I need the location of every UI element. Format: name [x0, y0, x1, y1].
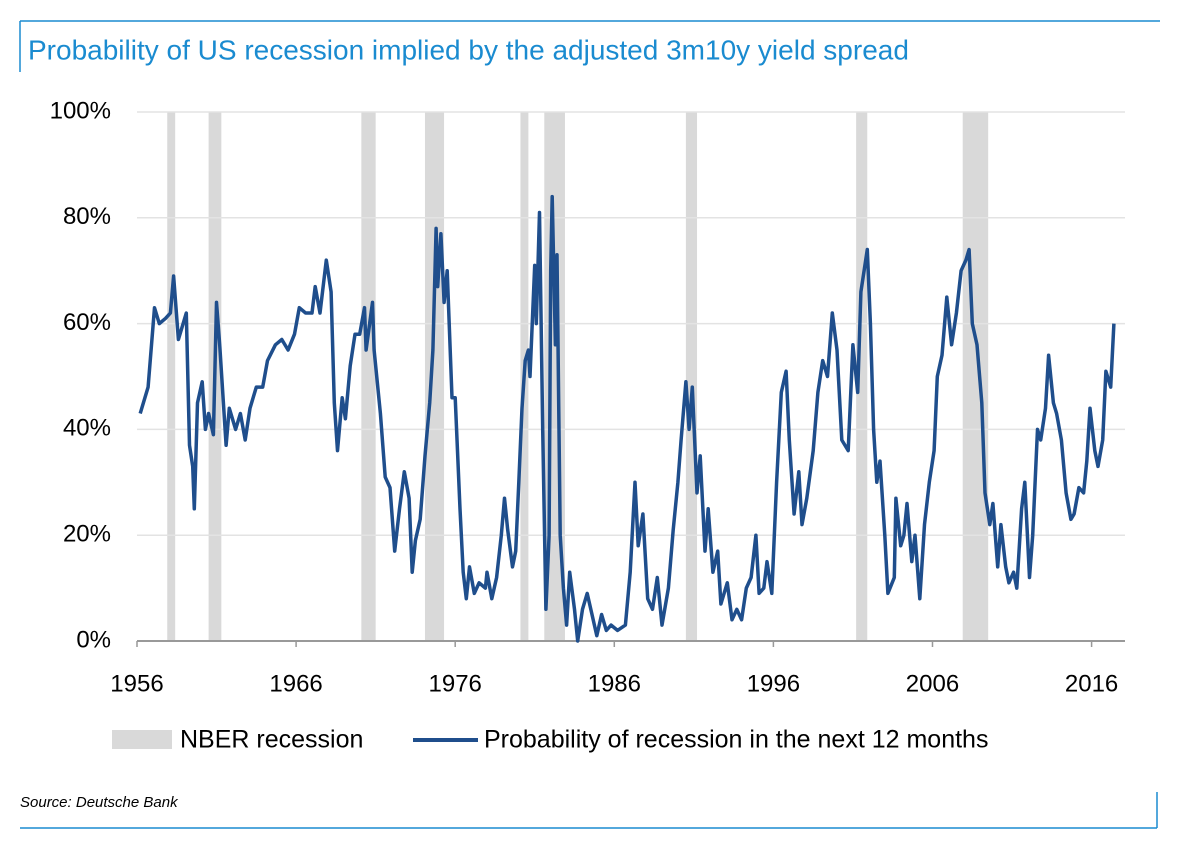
recession-band [361, 112, 376, 641]
y-tick-label: 40% [63, 415, 111, 442]
x-tick-label: 1976 [429, 670, 482, 697]
y-tick-label: 20% [63, 521, 111, 548]
recession-band [167, 112, 176, 641]
legend-swatch [112, 730, 172, 749]
recession-band [962, 112, 989, 641]
y-tick-label: 100% [50, 97, 111, 124]
x-tick-label: 1986 [588, 670, 641, 697]
legend-label: Probability of recession in the next 12 … [484, 726, 988, 754]
y-tick-label: 80% [63, 203, 111, 230]
recession-band [856, 112, 868, 641]
y-tick-label: 0% [76, 626, 111, 653]
source-note: Source: Deutsche Bank [20, 794, 179, 811]
recession-band [424, 112, 445, 641]
x-tick-label: 2016 [1065, 670, 1118, 697]
y-tick-label: 60% [63, 309, 111, 336]
x-tick-label: 1966 [269, 670, 322, 697]
recession-band [685, 112, 698, 641]
x-tick-label: 1956 [110, 670, 163, 697]
chart-title: Probability of US recession implied by t… [28, 34, 909, 65]
series-line [138, 194, 1116, 643]
x-tick-label: 1996 [747, 670, 800, 697]
x-tick-label: 2006 [906, 670, 959, 697]
legend-label: NBER recession [180, 726, 363, 754]
